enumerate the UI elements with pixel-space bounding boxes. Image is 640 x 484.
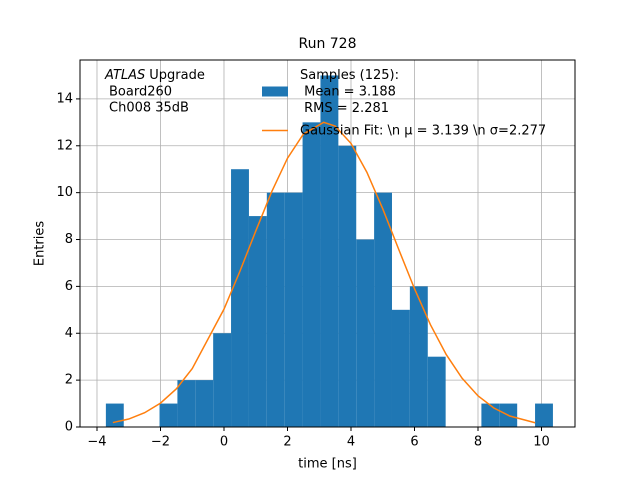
legend-label: Samples (125): Mean = 3.188 RMS = 2.281 bbox=[300, 68, 399, 116]
y-tick-label: 2 bbox=[65, 373, 73, 388]
y-tick-label: 14 bbox=[56, 91, 73, 106]
y-tick-label: 6 bbox=[65, 279, 73, 294]
x-tick-label: 2 bbox=[283, 435, 291, 450]
y-tick-label: 12 bbox=[56, 138, 73, 153]
axes: −4 −2 0 2 4 6 8 10 0 2 4 6 8 10 12 14 ATLAS Upgrade Board2… bbox=[56, 59, 576, 450]
histogram-bar bbox=[374, 192, 392, 427]
y-tick-label: 0 bbox=[65, 420, 73, 435]
histogram-bar bbox=[427, 356, 446, 427]
histogram-bar bbox=[159, 403, 178, 427]
histogram-bar bbox=[248, 216, 267, 427]
legend: Samples (125): Mean = 3.188 RMS = 2.281 G… bbox=[262, 68, 546, 138]
fit-line bbox=[112, 121, 536, 424]
annotation: ATLAS Upgrade bbox=[104, 68, 205, 83]
chart-title: Run 728 bbox=[298, 36, 356, 52]
annotation-emphasis: ATLAS bbox=[104, 68, 145, 83]
histogram-bar bbox=[338, 145, 357, 428]
histogram-bar bbox=[105, 403, 124, 427]
histogram-bar bbox=[481, 403, 500, 427]
x-tick-label: 8 bbox=[474, 435, 482, 450]
legend-label: Gaussian Fit: \n μ = 3.139 \n σ=2.277 bbox=[300, 123, 546, 138]
histogram-bar bbox=[195, 380, 214, 427]
histogram-bar bbox=[302, 122, 321, 427]
histogram-bar bbox=[409, 286, 428, 427]
legend-line: Samples (125): bbox=[300, 68, 399, 83]
y-tick-label: 10 bbox=[56, 185, 73, 200]
histogram-bar bbox=[231, 169, 249, 427]
legend-line: Gaussian Fit: \n μ = 3.139 \n σ=2.277 bbox=[300, 123, 546, 138]
x-tick-label: 6 bbox=[410, 435, 418, 450]
x-tick-label: 10 bbox=[533, 435, 550, 450]
legend-line: RMS = 2.281 bbox=[300, 101, 389, 116]
histogram-bar bbox=[391, 309, 410, 427]
annotation: Board260 bbox=[109, 85, 172, 100]
histogram-bar bbox=[213, 333, 232, 427]
legend-swatch bbox=[262, 86, 288, 97]
y-axis-label: Entries bbox=[33, 221, 48, 267]
histogram-bar bbox=[177, 380, 196, 427]
histogram-bar bbox=[266, 192, 285, 427]
y-tick-label: 8 bbox=[65, 232, 73, 247]
plot-frame bbox=[79, 59, 576, 428]
annotation-text: Upgrade bbox=[149, 68, 205, 83]
x-tick-label: 4 bbox=[347, 435, 355, 450]
histogram-bar bbox=[320, 75, 339, 427]
x-tick-label: −4 bbox=[87, 435, 106, 450]
x-tick-label: 0 bbox=[220, 435, 228, 450]
legend-line: Mean = 3.188 bbox=[300, 84, 396, 99]
annotation: Ch008 35dB bbox=[109, 101, 189, 116]
y-tick-label: 4 bbox=[65, 326, 73, 341]
marks bbox=[105, 75, 553, 428]
x-tick-label: −2 bbox=[151, 435, 170, 450]
histogram-bar bbox=[356, 239, 375, 427]
histogram-bar bbox=[535, 403, 553, 427]
histogram-bar bbox=[284, 192, 303, 427]
x-axis-label: time [ns] bbox=[298, 457, 357, 472]
